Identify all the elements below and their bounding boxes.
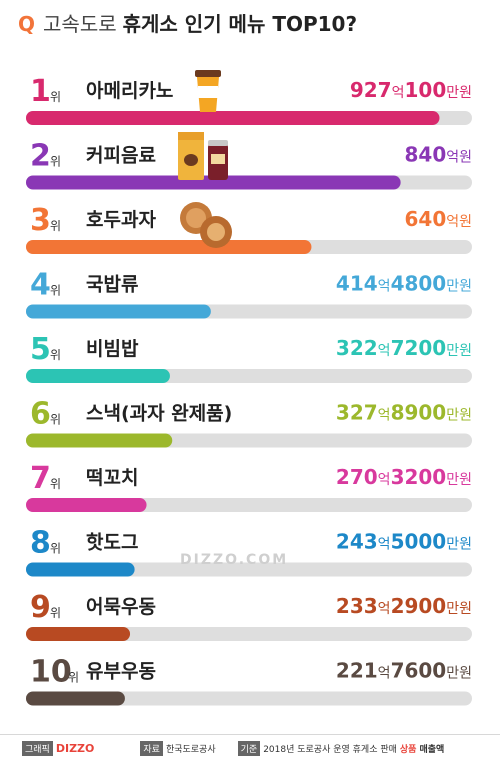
rank-suffix: 위 — [50, 348, 61, 362]
basis-em-sales: 매출액 — [419, 744, 445, 755]
rank-suffix: 위 — [50, 155, 61, 169]
value-label: 270억3200만원 — [336, 465, 472, 489]
title-main: 휴게소 인기 메뉴 TOP10? — [122, 12, 358, 36]
value-label: 840억원 — [404, 143, 472, 167]
rank-suffix: 위 — [50, 542, 61, 556]
item-name: 호두과자 — [86, 209, 156, 231]
bar-8 — [26, 562, 135, 577]
rank-number: 9 — [30, 590, 51, 625]
rank-suffix: 위 — [50, 413, 61, 427]
bar-track — [26, 691, 472, 706]
value-label: 414억4800만원 — [336, 272, 472, 296]
bar-1 — [26, 111, 440, 125]
rank-suffix: 위 — [50, 90, 61, 104]
rank-number: 8 — [30, 526, 51, 561]
basis-em-product: 상품 — [399, 744, 417, 755]
item-name: 스낵(과자 완제품) — [86, 403, 232, 425]
source-tag: 자료 — [140, 740, 163, 756]
item-name: 아메리카노 — [86, 80, 173, 102]
basis-tag: 기준 — [237, 740, 261, 756]
coffee-cup-icon — [195, 70, 221, 112]
bar-7 — [26, 498, 147, 512]
bar-2 — [26, 175, 401, 190]
bar-3 — [26, 240, 312, 254]
rank-number: 6 — [30, 397, 51, 432]
bar-9 — [26, 627, 131, 641]
value-label: 927억100만원 — [350, 78, 472, 102]
value-label: 221억7600만원 — [336, 659, 472, 683]
rank-number: 10 — [30, 655, 72, 690]
rank-number: 7 — [30, 461, 51, 496]
bar-10 — [26, 691, 125, 706]
footer: 그래픽 DIZZO 자료 한국도로공사 기준 2018년 도로공사 운영 휴게소… — [0, 734, 500, 761]
item-name: 어묵우동 — [86, 596, 156, 618]
watermark: DIZZO.COM — [180, 552, 289, 568]
value-label: 640억원 — [404, 207, 472, 231]
rank-number: 2 — [30, 139, 51, 174]
rank-number: 4 — [30, 268, 51, 303]
bar-track — [26, 562, 472, 577]
graphic-tag: 그래픽 — [22, 740, 53, 756]
value-label: 243억5000만원 — [336, 530, 472, 554]
brand-logo: DIZZO — [55, 741, 95, 755]
rank-suffix: 위 — [68, 671, 79, 685]
item-name: 유부우동 — [86, 661, 156, 683]
rank-suffix: 위 — [50, 219, 61, 233]
chart-title: Q 고속도로 휴게소 인기 메뉴 TOP10? — [18, 8, 357, 40]
item-name: 비빔밥 — [86, 338, 139, 360]
bar-6 — [26, 433, 173, 448]
value-label: 322억7200만원 — [336, 336, 472, 360]
rank-suffix: 위 — [50, 477, 61, 491]
rank-suffix: 위 — [50, 606, 61, 620]
bar-track — [26, 627, 472, 641]
rank-number: 1 — [30, 74, 51, 109]
rank-suffix: 위 — [50, 284, 61, 298]
rank-number: 5 — [30, 332, 51, 367]
value-label: 233억2900만원 — [336, 594, 472, 618]
item-name: 떡꼬치 — [86, 467, 138, 489]
walnut-cake-icon — [180, 202, 232, 248]
value-label: 327억8900만원 — [336, 401, 472, 425]
item-name: 커피음료 — [86, 145, 156, 167]
item-name: 국밥류 — [86, 274, 138, 296]
bar-5 — [26, 369, 170, 383]
item-name: 핫도그 — [86, 532, 138, 554]
bar-4 — [26, 304, 211, 319]
title-prefix: 고속도로 — [43, 12, 117, 36]
q-mark: Q — [18, 12, 36, 36]
basis-text: 2018년 도로공사 운영 휴게소 판매 — [263, 744, 397, 755]
rank-number: 3 — [30, 203, 51, 238]
coffee-drink-icon — [178, 132, 228, 180]
source-text: 한국도로공사 — [165, 744, 216, 755]
